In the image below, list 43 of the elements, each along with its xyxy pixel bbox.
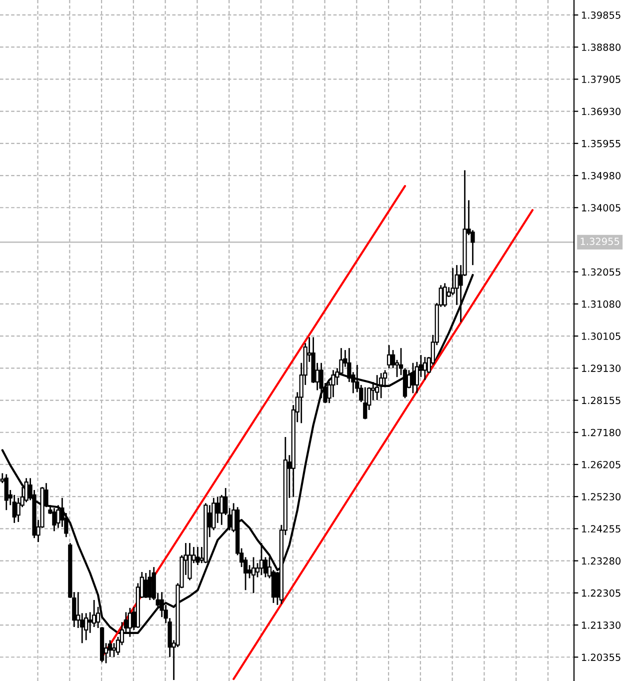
candlestick [375, 374, 380, 401]
candlestick [12, 494, 16, 524]
y-tick-label: 1.38880 [582, 44, 621, 51]
ref-line-label: 1.32955 [580, 238, 620, 246]
candlestick [144, 572, 148, 599]
candlestick [188, 542, 192, 581]
candlestick [196, 546, 200, 566]
y-tick-label: 1.30105 [582, 332, 620, 340]
candlestick [422, 356, 427, 381]
y-tick-label: 1.34005 [582, 204, 620, 212]
y-tick-label: 1.20355 [582, 654, 620, 661]
y-tick-label: 1.25230 [582, 493, 621, 500]
candlestick [112, 642, 116, 658]
candlestick [84, 612, 88, 641]
y-tick-label: 1.35955 [582, 140, 620, 148]
y-tick-label: 1.39855 [582, 11, 620, 19]
candlestick [220, 494, 224, 526]
candlestick [319, 362, 324, 399]
candlestick [363, 386, 368, 420]
candlestick [379, 372, 384, 399]
candlestick [410, 362, 416, 394]
y-tick-label: 1.26205 [582, 460, 620, 468]
y-tick-label: 1.21330 [582, 621, 621, 629]
y-tick-label: 1.36930 [582, 108, 621, 116]
candlestick [148, 569, 152, 601]
y-tick-label: 1.28155 [582, 396, 620, 404]
y-tick-label: 1.37905 [582, 76, 620, 84]
candlestick [24, 477, 28, 503]
candlestick [442, 282, 447, 308]
candlestick [386, 344, 392, 369]
y-tick-label: 1.24255 [582, 525, 620, 533]
y-tick-label: 1.22305 [582, 589, 620, 597]
y-tick-label: 1.27180 [582, 428, 621, 436]
candlestick [259, 542, 264, 576]
y-tick-label: 1.34980 [582, 172, 621, 180]
candlestick [4, 474, 8, 511]
candlestick [52, 507, 56, 532]
candlestick [88, 611, 92, 634]
y-tick-label: 1.31080 [582, 300, 621, 308]
candlestick [251, 556, 256, 594]
y-tick-label: 1.29130 [582, 364, 621, 372]
y-tick-label: 1.32055 [582, 268, 620, 276]
y-tick-label: 1.23280 [582, 557, 621, 565]
